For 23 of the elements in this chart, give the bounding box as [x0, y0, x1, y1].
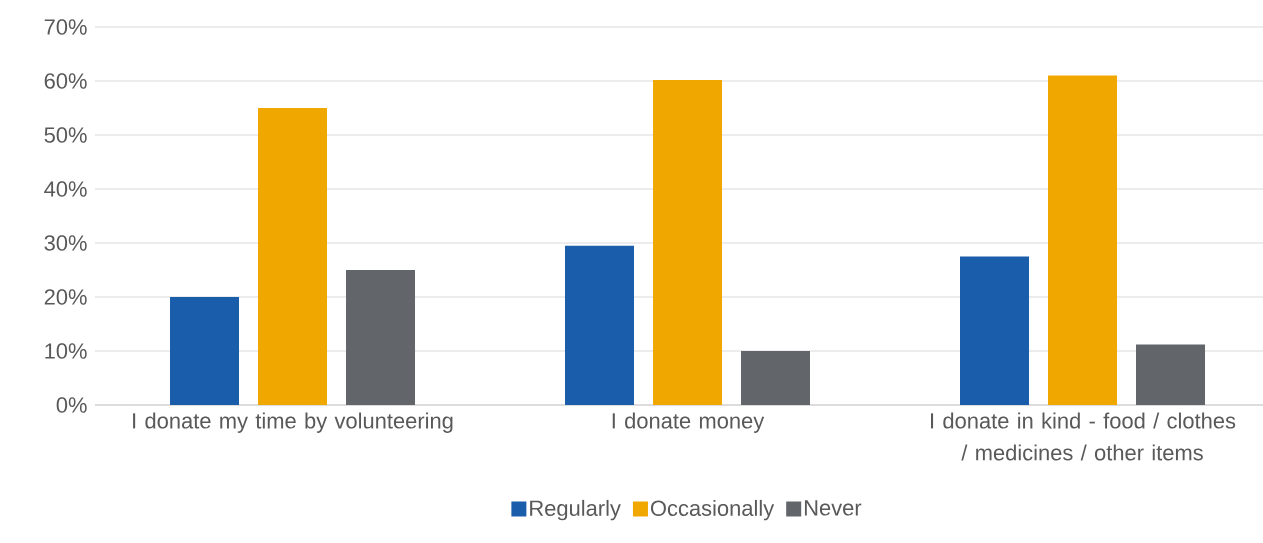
bar — [1048, 75, 1118, 405]
x-tick-label: I donate my time by volunteering — [133, 412, 453, 433]
bar — [653, 79, 723, 405]
y-tick-label: 10% — [45, 343, 87, 359]
x-tick-label: I donate in kind - food / clothes / medicines / other items — [931, 412, 1236, 461]
legend-label: Never — [804, 500, 862, 516]
y-tick-label: 0% — [56, 397, 87, 413]
bar — [565, 245, 635, 405]
bar — [346, 270, 415, 405]
bar — [741, 351, 811, 405]
bar — [1136, 344, 1206, 405]
bar — [258, 108, 327, 405]
y-tick-label: 60% — [44, 73, 87, 89]
y-tick-label: 20% — [44, 289, 87, 305]
bar — [170, 297, 239, 405]
y-tick-label: 50% — [44, 127, 87, 143]
y-tick-label: 70% — [44, 19, 87, 35]
bar — [960, 256, 1030, 405]
y-tick-label: 40% — [44, 181, 87, 197]
legend-label: Occasionally — [650, 499, 775, 521]
x-tick-label: I donate money — [612, 412, 765, 433]
legend-label: Regularly — [530, 499, 621, 521]
y-tick-label: 30% — [44, 235, 87, 251]
